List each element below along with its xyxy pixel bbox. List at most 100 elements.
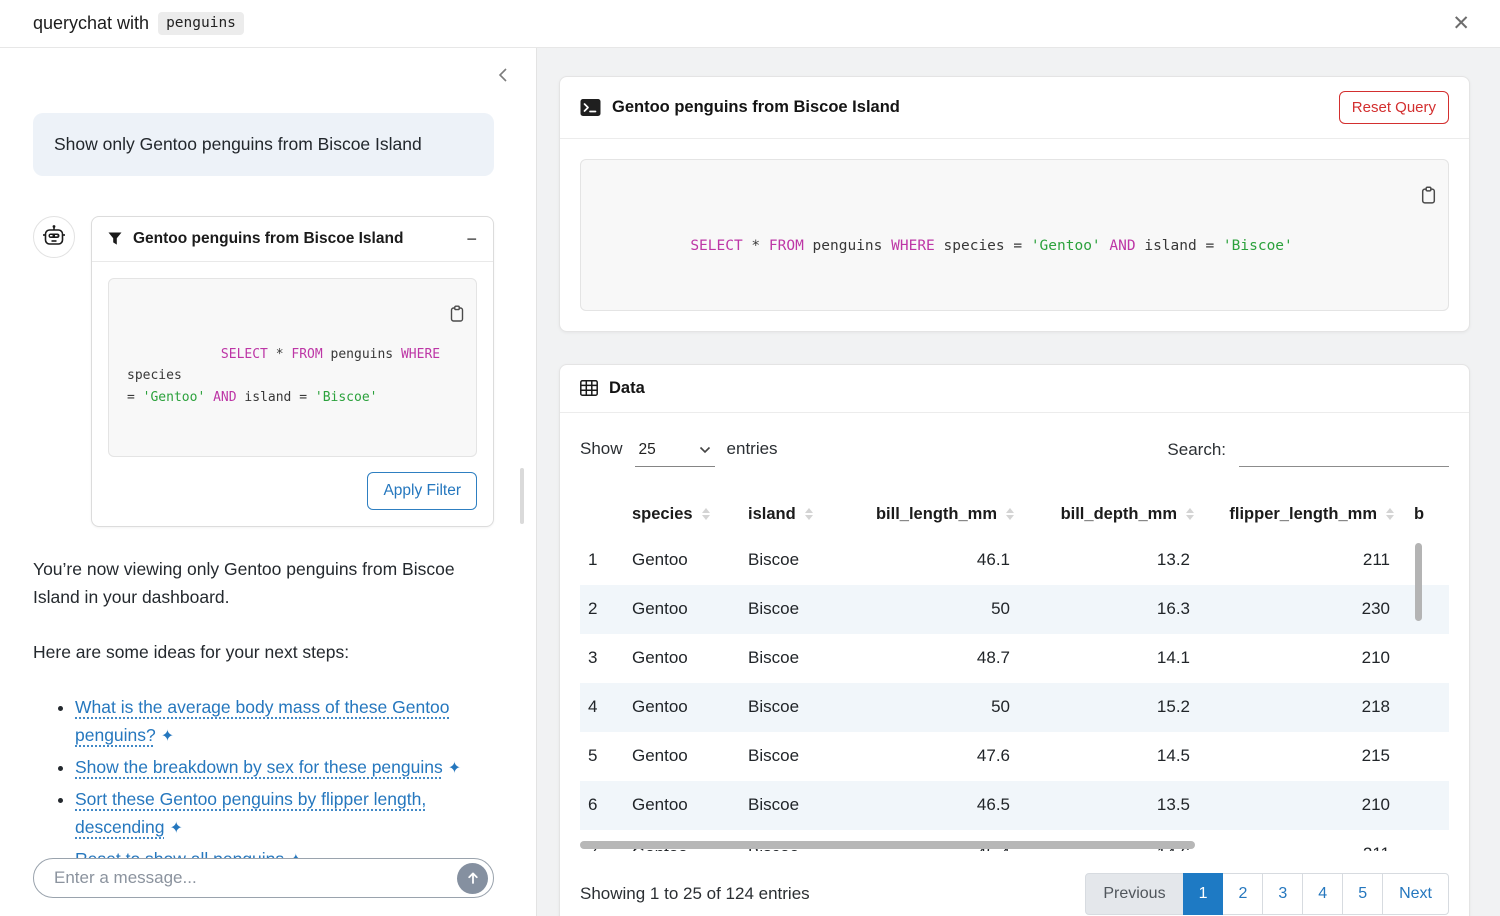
table-cell: Gentoo bbox=[632, 795, 688, 815]
chevron-down-icon bbox=[699, 446, 710, 453]
table-cell: Gentoo bbox=[632, 697, 688, 717]
filter-funnel-icon bbox=[108, 232, 122, 245]
table-cell: Gentoo bbox=[632, 746, 688, 766]
table-cell: Biscoe bbox=[748, 648, 800, 668]
data-table: species island bill_length_mm bill_depth_mm… bbox=[580, 493, 1449, 851]
page-button-4[interactable]: 4 bbox=[1302, 872, 1344, 916]
table-row: 1 Gentoo Biscoe 46.1 13.2 211 bbox=[580, 536, 1449, 585]
table-cell: Biscoe bbox=[748, 550, 800, 570]
user-message-bubble: Show only Gentoo penguins from Biscoe Is… bbox=[33, 113, 494, 176]
vertical-scrollbar[interactable] bbox=[1415, 542, 1422, 621]
data-card-body: Show 25 entries Search: species island bil… bbox=[560, 413, 1469, 916]
suggestion-link[interactable]: Sort these Gentoo penguins by flipper le… bbox=[75, 788, 427, 838]
horizontal-scrollbar[interactable] bbox=[580, 840, 1195, 849]
table-cell: 218 bbox=[1361, 697, 1390, 717]
robot-avatar-icon bbox=[33, 215, 75, 258]
search-control: Search: bbox=[1167, 439, 1449, 467]
table-cell: 13.5 bbox=[1156, 795, 1190, 815]
dataset-name-chip: penguins bbox=[158, 12, 244, 35]
table-cell: 3 bbox=[588, 648, 598, 668]
message-input[interactable] bbox=[54, 868, 457, 888]
table-cell bbox=[1406, 830, 1449, 851]
message-composer bbox=[33, 858, 494, 898]
main-layout: Show only Gentoo penguins from Biscoe Is… bbox=[0, 48, 1500, 916]
page-button-previous[interactable]: Previous bbox=[1085, 872, 1184, 916]
column-header-bill_length_mm[interactable]: bill_length_mm bbox=[840, 493, 1026, 536]
page-button-next[interactable]: Next bbox=[1382, 872, 1449, 916]
query-card-header: Gentoo penguins from Biscoe Island Reset… bbox=[560, 77, 1469, 139]
table-cell: 46.5 bbox=[976, 795, 1010, 815]
table-cell: 46.1 bbox=[976, 550, 1010, 570]
table-viewport: species island bill_length_mm bill_depth_mm… bbox=[580, 493, 1449, 851]
page-button-3[interactable]: 3 bbox=[1262, 872, 1304, 916]
table-row: 3 Gentoo Biscoe 48.7 14.1 210 bbox=[580, 634, 1449, 683]
column-header-flipper_length_mm[interactable]: flipper_length_mm bbox=[1206, 493, 1406, 536]
dashboard-panel: Gentoo penguins from Biscoe Island Reset… bbox=[537, 48, 1500, 916]
reset-query-button[interactable]: Reset Query bbox=[1338, 91, 1449, 124]
app-title: querychat with penguins bbox=[33, 12, 244, 35]
suggestion-item: Sort these Gentoo penguins by flipper le… bbox=[75, 785, 494, 842]
filter-card-body: SELECT * FROM penguins WHERE species = '… bbox=[92, 262, 493, 526]
search-input[interactable] bbox=[1239, 439, 1449, 467]
table-cell: 14.5 bbox=[1156, 746, 1190, 766]
terminal-icon bbox=[580, 99, 601, 116]
table-cell bbox=[1406, 634, 1449, 683]
query-card-body: SELECT * FROM penguins WHERE species = '… bbox=[560, 139, 1469, 331]
column-header-index bbox=[580, 493, 624, 536]
table-cell bbox=[1406, 781, 1449, 830]
app-title-text: querychat with bbox=[33, 13, 150, 33]
query-card: Gentoo penguins from Biscoe Island Reset… bbox=[559, 76, 1470, 332]
table-cell bbox=[1406, 585, 1449, 634]
page-button-2[interactable]: 2 bbox=[1222, 872, 1264, 916]
sparkle-icon: ✦ bbox=[169, 820, 183, 838]
table-cell: Biscoe bbox=[748, 795, 800, 815]
table-cell: Biscoe bbox=[748, 697, 800, 717]
suggestion-list: What is the average body mass of these G… bbox=[33, 693, 494, 874]
data-card-header: Data bbox=[560, 365, 1469, 413]
table-row: 4 Gentoo Biscoe 50 15.2 218 bbox=[580, 682, 1449, 732]
sidebar-collapse-icon[interactable] bbox=[492, 62, 514, 91]
suggestion-link[interactable]: Show the breakdown by sex for these peng… bbox=[75, 756, 443, 777]
table-cell bbox=[1406, 732, 1449, 781]
table-header-row: species island bill_length_mm bill_depth_mm… bbox=[580, 493, 1449, 536]
table-cell: 14.1 bbox=[1156, 648, 1190, 668]
column-header-bill_depth_mm[interactable]: bill_depth_mm bbox=[1026, 493, 1206, 536]
copy-icon[interactable] bbox=[1374, 169, 1439, 225]
page-button-5[interactable]: 5 bbox=[1342, 872, 1384, 916]
table-info: Showing 1 to 25 of 124 entries bbox=[580, 884, 810, 904]
sort-icon bbox=[1006, 508, 1014, 521]
send-message-icon[interactable] bbox=[457, 862, 488, 894]
column-header-species[interactable]: species bbox=[624, 493, 740, 536]
title-bar: querychat with penguins ✕ bbox=[0, 0, 1500, 48]
table-cell: 211 bbox=[1206, 830, 1406, 851]
table-row: 5 Gentoo Biscoe 47.6 14.5 215 bbox=[580, 732, 1449, 781]
page-button-1[interactable]: 1 bbox=[1182, 872, 1224, 916]
table-cell: 230 bbox=[1361, 599, 1390, 619]
sort-icon bbox=[804, 508, 813, 521]
table-cell: 6 bbox=[588, 795, 598, 815]
pagination: Previous 1 2 3 4 5 Next bbox=[1085, 872, 1449, 916]
table-cell: 5 bbox=[588, 746, 598, 766]
table-cell: 1 bbox=[588, 550, 598, 570]
copy-icon[interactable] bbox=[395, 288, 467, 343]
minimize-icon[interactable]: − bbox=[466, 228, 477, 249]
apply-filter-button[interactable]: Apply Filter bbox=[367, 471, 477, 510]
panel-resize-handle[interactable] bbox=[520, 468, 524, 524]
assistant-paragraph: Here are some ideas for your next steps: bbox=[33, 642, 350, 663]
table-cell: 2 bbox=[588, 599, 598, 619]
page-size-select[interactable]: 25 bbox=[634, 439, 715, 467]
table-cell: Gentoo bbox=[632, 550, 688, 570]
page-length-control: Show 25 entries bbox=[580, 439, 778, 467]
table-cell: Biscoe bbox=[748, 599, 800, 619]
table-cell: 15.2 bbox=[1156, 697, 1190, 717]
table-cell: 210 bbox=[1361, 795, 1390, 815]
suggestion-link[interactable]: What is the average body mass of these G… bbox=[75, 696, 450, 745]
column-header-b: b bbox=[1414, 504, 1425, 523]
table-cell: Biscoe bbox=[748, 746, 800, 766]
table-cell: 4 bbox=[588, 697, 598, 717]
sql-query-text: SELECT * FROM penguins WHERE species = '… bbox=[690, 237, 1293, 254]
sql-query-text: SELECT * FROM penguins WHERE species = '… bbox=[127, 346, 441, 405]
close-icon[interactable]: ✕ bbox=[1448, 9, 1474, 38]
table-cell bbox=[1406, 683, 1449, 732]
column-header-island[interactable]: island bbox=[740, 493, 840, 536]
